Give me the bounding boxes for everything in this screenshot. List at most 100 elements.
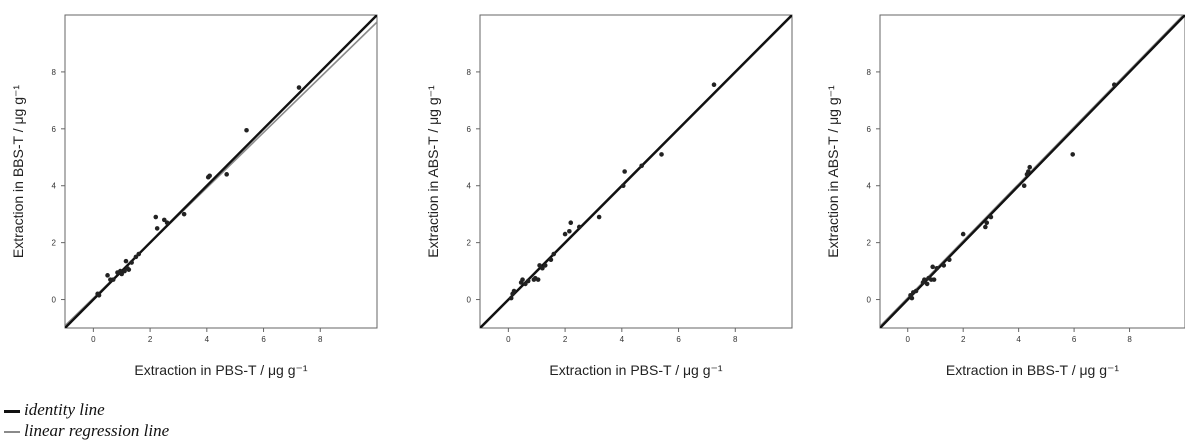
y-tick-label: 2 [467,239,472,248]
y-tick-label: 6 [867,125,872,134]
scatter-panel-1: 0 2 4 6 8 0 2 4 6 8 Extraction in PBS-T / μg g⁻¹ Ex… [10,14,378,378]
y-tick-label: 0 [467,296,472,305]
plot-frame [64,14,378,329]
x-tick-label: 2 [961,335,966,344]
y-tick-label: 4 [467,182,472,191]
data-point [596,214,602,220]
legend-identity-label: identity line [24,400,105,419]
x-tick-label: 6 [261,335,266,344]
data-point [296,85,302,90]
data-point [931,277,937,282]
regression-line-swatch [4,431,20,434]
data-point [548,257,554,263]
data-point [133,254,139,260]
scatter-panel-2: 0 2 4 6 8 0 2 4 6 8 Extraction in PBS-T / μg g⁻¹ Ex… [425,14,793,378]
data-point [1026,169,1031,174]
data-point [924,281,930,287]
data-point [551,251,557,257]
data-point [984,220,990,226]
y-tick-label: 8 [52,68,57,77]
x-tick-label: 4 [620,335,625,344]
y-tick-label: 2 [52,239,57,248]
y-tick-label: 0 [867,296,872,305]
data-point [576,224,582,230]
data-point [136,251,142,257]
legend-regression-label: linear regression line [24,421,170,440]
y-tick-label: 2 [867,239,872,248]
data-point [535,277,541,282]
y-tick-label: 6 [467,125,472,134]
data-point [154,226,160,231]
data-point [909,295,915,301]
data-point [520,277,525,282]
x-tick-label: 0 [506,335,511,344]
x-tick-label: 0 [906,335,911,344]
data-point [639,163,644,169]
data-point [620,183,626,189]
data-point [207,173,212,179]
data-point [224,172,229,177]
y-tick-label: 8 [867,68,872,77]
data-point [123,258,129,264]
scatter-panel-3: 0 2 4 6 8 0 2 4 6 8 Extraction in BBS-T / μg g⁻¹ Ex… [825,14,1185,378]
data-point [540,265,545,271]
data-point [153,214,159,220]
y-axis-label: Extraction in ABS-T / μg g⁻¹ [825,85,841,258]
y-tick-label: 4 [52,182,57,191]
y-tick-label: 8 [467,68,472,77]
data-point [181,211,187,217]
identity-line [480,15,792,328]
x-tick-label: 4 [205,335,210,344]
legend-identity: identity line [4,400,105,420]
y-axis-label: Extraction in BBS-T / μg g⁻¹ [10,85,26,258]
data-point [1070,152,1076,157]
data-point [941,263,947,268]
data-point [1021,183,1027,189]
data-point [105,273,110,278]
data-point [244,127,249,133]
data-point [711,82,717,88]
data-point [164,220,170,226]
y-axis-label: Extraction in ABS-T / μg g⁻¹ [425,85,441,258]
data-point [119,271,125,277]
x-tick-label: 6 [676,335,681,344]
data-point [110,277,116,282]
data-point [562,231,568,237]
data-point [913,288,919,294]
identity-line [65,15,377,328]
x-tick-label: 8 [1127,335,1132,344]
x-tick-label: 6 [1072,335,1077,344]
y-tick-label: 0 [52,296,57,305]
data-point [126,267,132,272]
identity-line-swatch [4,409,20,413]
plot-frame [479,14,793,329]
data-point [659,152,664,157]
y-tick-label: 4 [867,182,872,191]
x-tick-label: 4 [1016,335,1021,344]
data-point [511,288,517,294]
data-point [129,260,134,265]
data-point [622,169,627,174]
data-point [122,268,127,274]
data-point [567,228,572,234]
data-point [525,278,531,284]
plot-frame [879,14,1185,329]
data-point [988,214,994,220]
data-point [96,292,102,298]
data-point [542,263,548,268]
identity-line [880,15,1185,328]
data-point [161,217,167,223]
data-point [934,265,940,271]
data-point [537,263,542,268]
data-point [922,277,927,282]
legend-regression: linear regression line [4,421,169,441]
data-point [1027,164,1033,170]
x-tick-label: 8 [318,335,323,344]
x-axis-label: Extraction in PBS-T / μg g⁻¹ [549,362,722,378]
data-point [568,220,574,226]
data-point [1111,82,1117,88]
data-point [523,281,528,287]
data-point [983,224,988,230]
x-tick-label: 2 [563,335,568,344]
